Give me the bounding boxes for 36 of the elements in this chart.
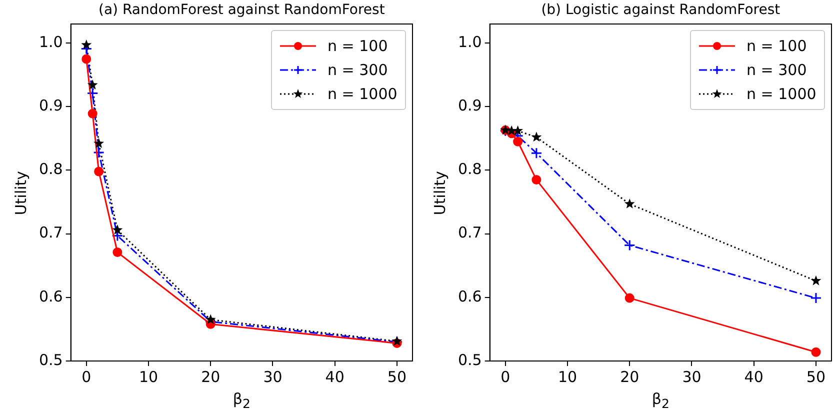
y-tick-label: 1.0: [38, 32, 63, 51]
x-axis-title: β$_{2}$: [650, 390, 670, 411]
legend-label: n = 100: [328, 37, 388, 55]
legend-label: n = 300: [746, 61, 807, 79]
chart-title: (b) Logistic against RandomForest: [540, 2, 782, 18]
y-tick-label: 0.9: [38, 96, 63, 115]
y-tick-label: 0.7: [38, 224, 63, 242]
x-tick-label: 50: [806, 368, 826, 386]
y-axis-title: Utility: [431, 170, 450, 215]
y-tick-label: 0.5: [458, 350, 482, 369]
y-axis-title: Utility: [12, 170, 30, 215]
legend-label: n = 1000: [328, 85, 398, 103]
y-tick-label: 0.6: [458, 287, 482, 306]
y-tick-label: 0.6: [38, 287, 63, 306]
chart-title: (a) RandomForest against RandomForest: [98, 2, 386, 18]
x-axis-title: β$_{2}$: [232, 390, 252, 411]
x-tick-label: 40: [325, 368, 344, 386]
legend-label: n = 100: [746, 37, 807, 55]
x-tick-label: 0: [82, 368, 92, 386]
x-tick-label: 10: [138, 368, 158, 386]
x-tick-label: 30: [682, 368, 702, 386]
y-tick-label: 0.8: [38, 160, 63, 178]
legend-label: n = 1000: [746, 85, 816, 103]
y-tick-label: 0.8: [458, 160, 482, 178]
x-tick-label: 50: [387, 368, 407, 386]
x-tick-label: 30: [263, 368, 282, 386]
x-tick-label: 0: [500, 368, 510, 386]
x-tick-label: 40: [744, 368, 764, 386]
y-tick-label: 0.7: [458, 224, 482, 242]
x-tick-label: 20: [201, 368, 220, 386]
x-tick-label: 10: [558, 368, 578, 386]
y-tick-label: 0.5: [38, 350, 63, 369]
y-tick-label: 0.9: [458, 96, 482, 115]
x-tick-label: 20: [620, 368, 640, 386]
legend-label: n = 300: [328, 61, 388, 79]
y-tick-label: 1.0: [458, 32, 482, 51]
